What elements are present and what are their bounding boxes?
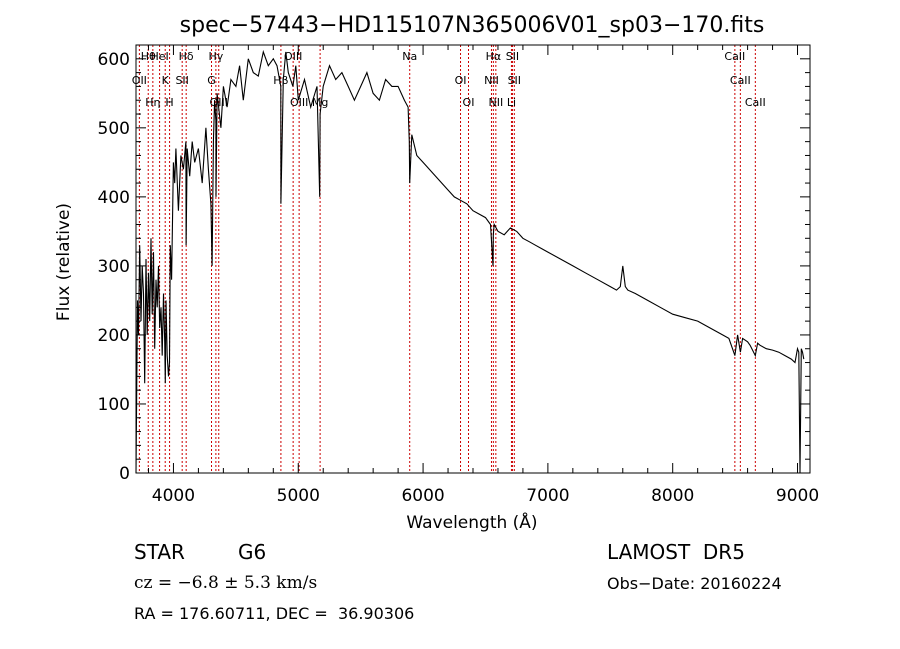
y-tick-label: 100 <box>98 395 130 415</box>
y-tick-label: 600 <box>98 50 130 70</box>
line-label: OII <box>132 74 147 87</box>
x-axis: 4000 5000 6000 7000 8000 9000 <box>147 45 819 506</box>
line-label: H <box>165 96 173 109</box>
x-tick-label: 7000 <box>526 486 569 506</box>
line-labels: HθOIIHηHeIKHHδSIIOIIIHγGOIIIOIIIHβMgNaOI… <box>132 50 766 109</box>
line-label: OIII <box>284 50 302 63</box>
obs-date: Obs−Date: 20160224 <box>607 574 782 593</box>
x-tick-label: 6000 <box>401 486 444 506</box>
line-label: G <box>207 74 216 87</box>
line-label: NII <box>488 96 503 109</box>
line-label: Mg <box>312 96 328 109</box>
spectral-line-markers <box>138 45 756 473</box>
line-label: Hβ <box>273 74 288 87</box>
line-label: Hα <box>486 50 502 63</box>
y-tick-label: 500 <box>98 119 130 139</box>
line-label: NII <box>484 74 499 87</box>
y-tick-label: 0 <box>119 464 130 484</box>
line-label: CaII <box>730 74 751 87</box>
y-tick-label: 300 <box>98 257 130 277</box>
line-label: OI <box>463 96 475 109</box>
line-label: CaII <box>745 96 766 109</box>
spectrum-line <box>135 49 805 474</box>
line-label: SII <box>175 74 188 87</box>
line-label: Hδ <box>179 50 194 63</box>
subclass: G6 <box>238 540 267 564</box>
line-label: HeI <box>150 50 168 63</box>
line-label: SII <box>508 74 521 87</box>
x-tick-label: 9000 <box>776 486 819 506</box>
survey-name: LAMOST DR5 <box>607 540 745 564</box>
x-tick-label: 8000 <box>651 486 694 506</box>
redshift-text: cz = −6.8 ± 5.3 km/s <box>134 573 318 593</box>
line-label: OIII <box>210 96 228 109</box>
line-label: Hθ <box>141 50 156 63</box>
line-label: Hγ <box>208 50 223 63</box>
y-tick-label: 200 <box>98 326 130 346</box>
line-label: OI <box>455 74 467 87</box>
x-axis-label: Wavelength (Å) <box>406 511 537 533</box>
y-axis: 0 100 200 300 400 500 600 <box>98 44 810 484</box>
coordinates: RA = 176.60711, DEC = 36.90306 <box>134 604 415 623</box>
x-tick-label: 4000 <box>152 486 195 506</box>
line-label: SII <box>506 50 519 63</box>
line-label: Li <box>507 96 516 109</box>
object-class: STAR <box>134 540 185 564</box>
y-tick-label: 400 <box>98 188 130 208</box>
y-axis-label: Flux (relative) <box>54 203 74 321</box>
line-label: Na <box>402 50 417 63</box>
line-label: K <box>162 74 170 87</box>
line-label: CaII <box>724 50 745 63</box>
plot-frame <box>135 44 811 474</box>
line-label: OIII <box>290 96 308 109</box>
chart-title: spec−57443−HD115107N365006V01_sp03−170.f… <box>180 13 765 38</box>
x-tick-label: 5000 <box>277 486 320 506</box>
line-label: Hη <box>145 96 160 109</box>
